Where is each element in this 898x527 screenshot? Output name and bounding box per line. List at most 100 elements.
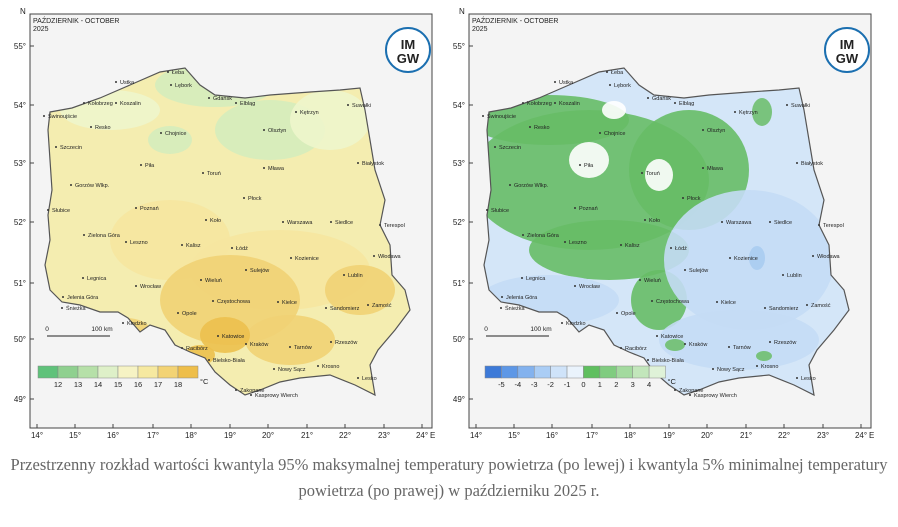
city-label: Kraków: [689, 342, 707, 348]
color-zone: [756, 351, 772, 361]
lat-label: 54°: [453, 101, 465, 110]
city-label: Świnoujście: [487, 112, 516, 120]
city-dot: [181, 347, 183, 349]
city-dot: [609, 84, 611, 86]
lat-label: 50°: [14, 335, 26, 344]
city-label: Koszalin: [120, 101, 141, 107]
city-dot: [674, 102, 676, 104]
city-label: Kłodzko: [566, 321, 586, 327]
map-year: 2025: [472, 26, 488, 33]
city-label: Wrocław: [140, 284, 161, 290]
city-label: Zakopane: [240, 388, 264, 394]
city-dot: [702, 129, 704, 131]
city-label: Lublin: [348, 273, 363, 279]
lon-label: 20°: [701, 431, 713, 440]
lon-label: 15°: [69, 431, 81, 440]
city-label: Lębork: [614, 83, 631, 89]
city-label: Jelenia Góra: [67, 295, 99, 301]
city-label: Mława: [707, 166, 724, 172]
city-dot: [90, 126, 92, 128]
color-zone: [148, 126, 192, 154]
city-label: Jelenia Góra: [506, 295, 538, 301]
city-dot: [325, 307, 327, 309]
logo-top: IM: [840, 37, 854, 52]
city-label: Tarnów: [294, 345, 312, 351]
city-dot: [620, 347, 622, 349]
lon-label: 14°: [31, 431, 43, 440]
legend-swatch: [550, 365, 568, 379]
legend-swatch: [137, 365, 159, 379]
city-dot: [656, 335, 658, 337]
color-zone: [645, 159, 673, 191]
map-panel: 55° 54° 53° 52° 51° 50° 49° 14° 15° 16° 17° 18° 19° 2…: [14, 7, 435, 440]
city-label: Koszalin: [559, 101, 580, 107]
city-dot: [343, 274, 345, 276]
city-dot: [729, 257, 731, 259]
logo-bottom: GW: [397, 51, 420, 66]
city-label: Rzeszów: [335, 340, 357, 346]
city-dot: [786, 104, 788, 106]
city-label: Zielona Góra: [88, 233, 121, 239]
city-dot: [208, 97, 210, 99]
legend-label: 3: [631, 380, 635, 389]
city-label: Słubice: [52, 208, 70, 214]
city-dot: [83, 102, 85, 104]
city-dot: [812, 255, 814, 257]
city-dot: [357, 377, 359, 379]
city-dot: [55, 146, 57, 148]
city-label: Częstochowa: [217, 299, 251, 305]
city-dot: [330, 341, 332, 343]
city-label: Bielsko-Biała: [652, 358, 685, 364]
city-label: Łódź: [675, 246, 687, 252]
city-label: Tarnów: [733, 345, 751, 351]
city-dot: [290, 257, 292, 259]
city-dot: [122, 322, 124, 324]
city-dot: [486, 209, 488, 211]
legend-swatch: [57, 365, 79, 379]
city-label: Zielona Góra: [527, 233, 560, 239]
city-dot: [764, 307, 766, 309]
legend-label: 0: [581, 380, 585, 389]
caption: Przestrzenny rozkład wartości kwantyla 9…: [10, 455, 888, 500]
lon-label: 19°: [663, 431, 675, 440]
city-dot: [494, 146, 496, 148]
city-dot: [728, 346, 730, 348]
north-label: N: [459, 7, 465, 16]
lat-label: 54°: [14, 101, 26, 110]
legend-swatch: [97, 365, 119, 379]
city-label: Resko: [95, 125, 111, 131]
city-label: Kętrzyn: [739, 110, 758, 116]
legend-unit: °C: [200, 377, 209, 386]
city-label: Łeba: [172, 70, 185, 76]
city-dot: [295, 111, 297, 113]
city-label: Kozienice: [734, 256, 758, 262]
city-dot: [235, 102, 237, 104]
city-dot: [181, 244, 183, 246]
city-label: Kłodzko: [127, 321, 147, 327]
color-zone: [749, 246, 765, 270]
lon-label: 14°: [470, 431, 482, 440]
city-dot: [62, 296, 64, 298]
city-dot: [245, 269, 247, 271]
city-label: Warszawa: [287, 220, 313, 226]
city-label: Toruń: [207, 171, 221, 177]
city-label: Śnieżka: [505, 304, 526, 312]
legend-swatch: [648, 365, 666, 379]
lon-label: 24°: [855, 431, 867, 440]
city-dot: [200, 279, 202, 281]
legend-swatch: [177, 365, 199, 379]
city-dot: [47, 209, 49, 211]
color-zone: [602, 101, 626, 119]
city-dot: [125, 241, 127, 243]
city-label: Olsztyn: [707, 128, 725, 134]
lat-label: 51°: [453, 279, 465, 288]
city-dot: [205, 219, 207, 221]
city-dot: [554, 102, 556, 104]
city-dot: [641, 172, 643, 174]
city-label: Zakopane: [679, 388, 703, 394]
city-dot: [263, 167, 265, 169]
city-dot: [245, 343, 247, 345]
city-label: Kętrzyn: [300, 110, 319, 116]
city-label: Resko: [534, 125, 550, 131]
